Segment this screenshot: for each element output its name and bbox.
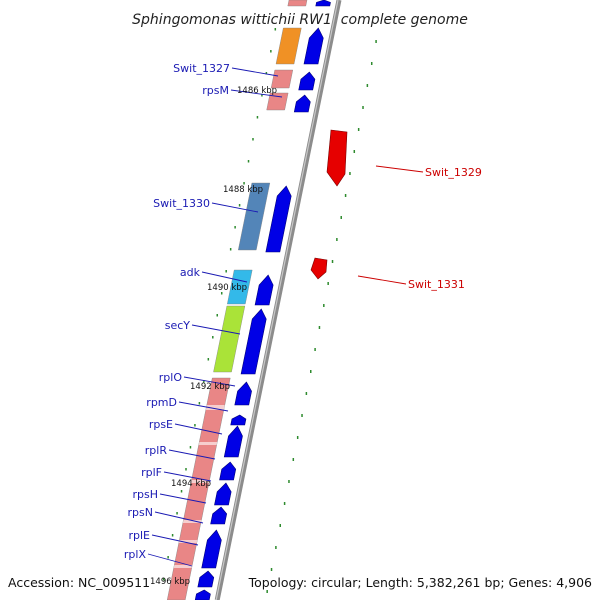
forward-gene-label: rpsN xyxy=(128,506,153,519)
forward-gene-label: Swit_1330 xyxy=(153,197,210,210)
topology-text: Topology: circular; Length: 5,382,261 bp… xyxy=(248,575,592,590)
scale-kbp-label: 1490 kbp xyxy=(207,283,247,293)
leader-line xyxy=(357,275,407,285)
map-title: Sphingomonas wittichii RW1, complete gen… xyxy=(132,12,468,28)
scale-ticks xyxy=(162,28,377,593)
forward-gene-label: rpsH xyxy=(132,488,158,501)
leader-line xyxy=(183,376,236,387)
scale-kbp-label: 1492 kbp xyxy=(190,382,230,392)
cog-bar xyxy=(238,182,271,251)
forward-gene-arrow xyxy=(234,381,252,406)
leader-line xyxy=(154,511,204,524)
forward-gene-arrow xyxy=(214,482,232,506)
forward-gene-arrow xyxy=(315,0,331,7)
leader-line xyxy=(178,401,229,412)
forward-gene-label: rplF xyxy=(141,466,162,479)
forward-gene-label: rplO xyxy=(159,371,183,384)
scale-kbp-label: 1488 kbp xyxy=(223,185,263,195)
cog-bar xyxy=(166,377,231,600)
forward-gene-arrow xyxy=(210,506,228,525)
forward-gene-arrow xyxy=(298,71,316,91)
cog-bar xyxy=(275,27,302,65)
cog-separator xyxy=(173,565,193,568)
backbone-highlight xyxy=(215,0,339,600)
leader-line xyxy=(230,89,283,98)
leader-line xyxy=(159,493,207,504)
forward-gene-arrow xyxy=(303,27,324,65)
leader-line xyxy=(147,553,193,567)
forward-gene-label: rplE xyxy=(128,529,150,542)
leader-line xyxy=(375,165,424,173)
forward-gene-label: secY xyxy=(165,319,191,332)
leader-line xyxy=(211,202,259,213)
forward-gene-label: rplX xyxy=(124,548,147,561)
forward-gene-arrow xyxy=(265,185,292,253)
backbone-line xyxy=(214,0,342,600)
forward-gene-label: rpsM xyxy=(202,84,229,97)
leader-line xyxy=(151,534,199,546)
leader-line xyxy=(174,423,223,435)
cog-separator xyxy=(182,520,202,523)
leader-line xyxy=(191,324,241,335)
forward-gene-arrow xyxy=(254,274,274,306)
forward-gene-arrow xyxy=(223,425,243,458)
leader-line xyxy=(201,271,248,283)
leader-line xyxy=(163,471,212,482)
forward-gene-arrow xyxy=(219,461,237,481)
reverse-gene-arrow xyxy=(326,129,348,187)
cog-bar xyxy=(287,0,308,7)
leader-line xyxy=(168,449,216,460)
cog-bar xyxy=(270,69,294,89)
forward-gene-arrow xyxy=(197,570,215,588)
forward-gene-label: rplR xyxy=(145,444,168,457)
forward-gene-label: Swit_1327 xyxy=(173,62,230,75)
cog-separator xyxy=(198,442,218,445)
forward-gene-label: rpmD xyxy=(146,396,177,409)
cog-bar xyxy=(213,305,246,373)
cog-separator xyxy=(190,480,210,483)
forward-genes xyxy=(194,0,331,600)
reverse-genes xyxy=(310,129,348,280)
forward-gene-arrow xyxy=(194,589,211,600)
accession-text: Accession: NC_009511 xyxy=(8,575,150,590)
cog-bar xyxy=(227,269,253,305)
scale-kbp-label: 1494 kbp xyxy=(171,479,211,489)
cog-bar xyxy=(266,92,289,111)
reverse-gene-arrow xyxy=(310,257,328,280)
reverse-gene-label: Swit_1329 xyxy=(425,166,482,179)
forward-gene-label: rpsE xyxy=(149,418,173,431)
scale-kbp-label: 1486 kbp xyxy=(237,86,277,96)
backbone xyxy=(214,0,342,600)
cog-bars xyxy=(166,0,308,600)
forward-gene-arrow xyxy=(240,308,267,375)
forward-gene-arrow xyxy=(201,529,222,569)
forward-gene-label: adk xyxy=(180,266,201,279)
forward-gene-arrow xyxy=(293,94,311,113)
forward-gene-arrow xyxy=(230,414,247,426)
cog-separator xyxy=(205,405,225,410)
leader-line xyxy=(231,67,279,77)
scale-kbp-label: 1496 kbp xyxy=(150,577,190,587)
reverse-gene-label: Swit_1331 xyxy=(408,278,465,291)
